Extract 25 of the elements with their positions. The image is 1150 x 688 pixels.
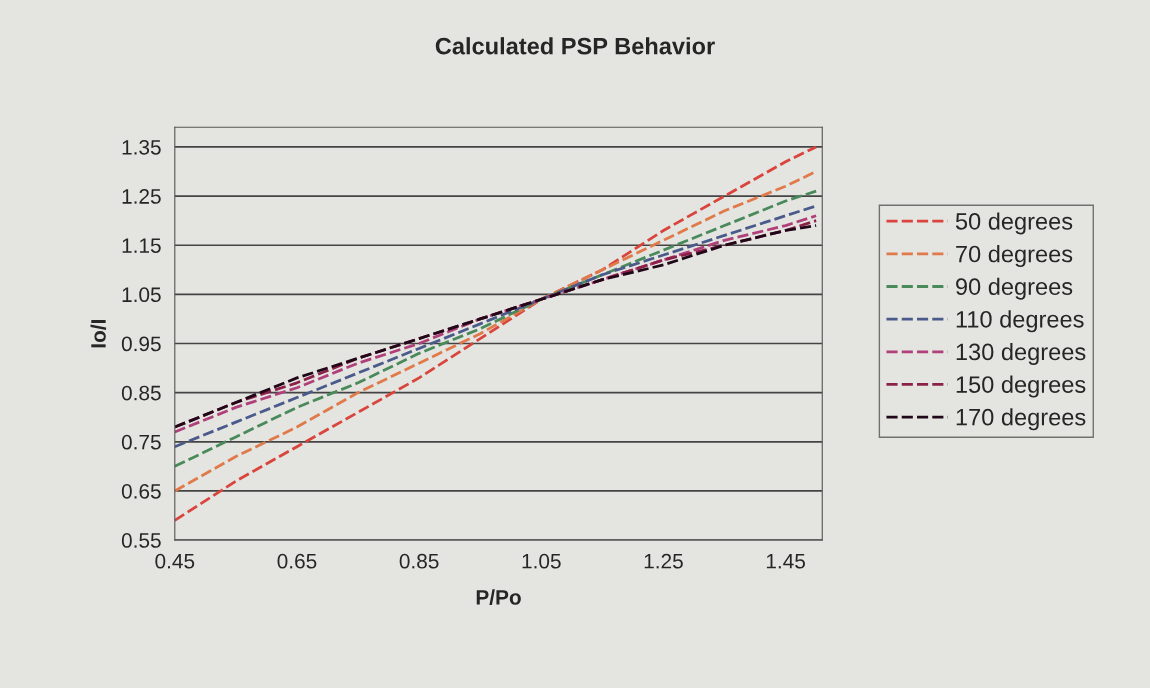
x-tick-label: 1.05 — [522, 553, 561, 569]
legend-label: 110 degrees — [956, 310, 1084, 333]
y-tick-label: 1.35 — [122, 139, 161, 155]
legend-label: 70 degrees — [956, 245, 1073, 268]
x-tick-label: 1.45 — [766, 554, 805, 569]
x-tick-label: 0.65 — [277, 553, 317, 569]
legend-label: 50 degrees — [955, 212, 1073, 235]
chart-title: Calculated PSP Behavior — [435, 37, 715, 55]
legend-label: 130 degrees — [956, 342, 1086, 365]
y-tick-label: 0.55 — [121, 533, 161, 548]
legend-label: 150 degrees — [956, 375, 1086, 398]
y-tick-label: 1.15 — [122, 238, 161, 253]
x-tick-label: 0.85 — [399, 553, 439, 569]
y-tick-label: 1.25 — [122, 189, 161, 204]
legend-label: 170 degrees — [956, 408, 1086, 431]
y-tick-label: 0.75 — [121, 434, 161, 450]
y-tick-label: 0.65 — [121, 483, 161, 499]
x-tick-label: 1.25 — [644, 553, 683, 569]
y-tick-label: 0.85 — [121, 385, 161, 401]
legend-label: 90 degrees — [956, 277, 1073, 300]
x-tick-label: 0.45 — [155, 553, 195, 569]
x-axis-title: P/Po — [476, 589, 521, 605]
y-axis-title: Io/I — [90, 320, 107, 348]
y-tick-label: 1.05 — [122, 287, 161, 303]
y-tick-label: 0.95 — [121, 336, 161, 352]
